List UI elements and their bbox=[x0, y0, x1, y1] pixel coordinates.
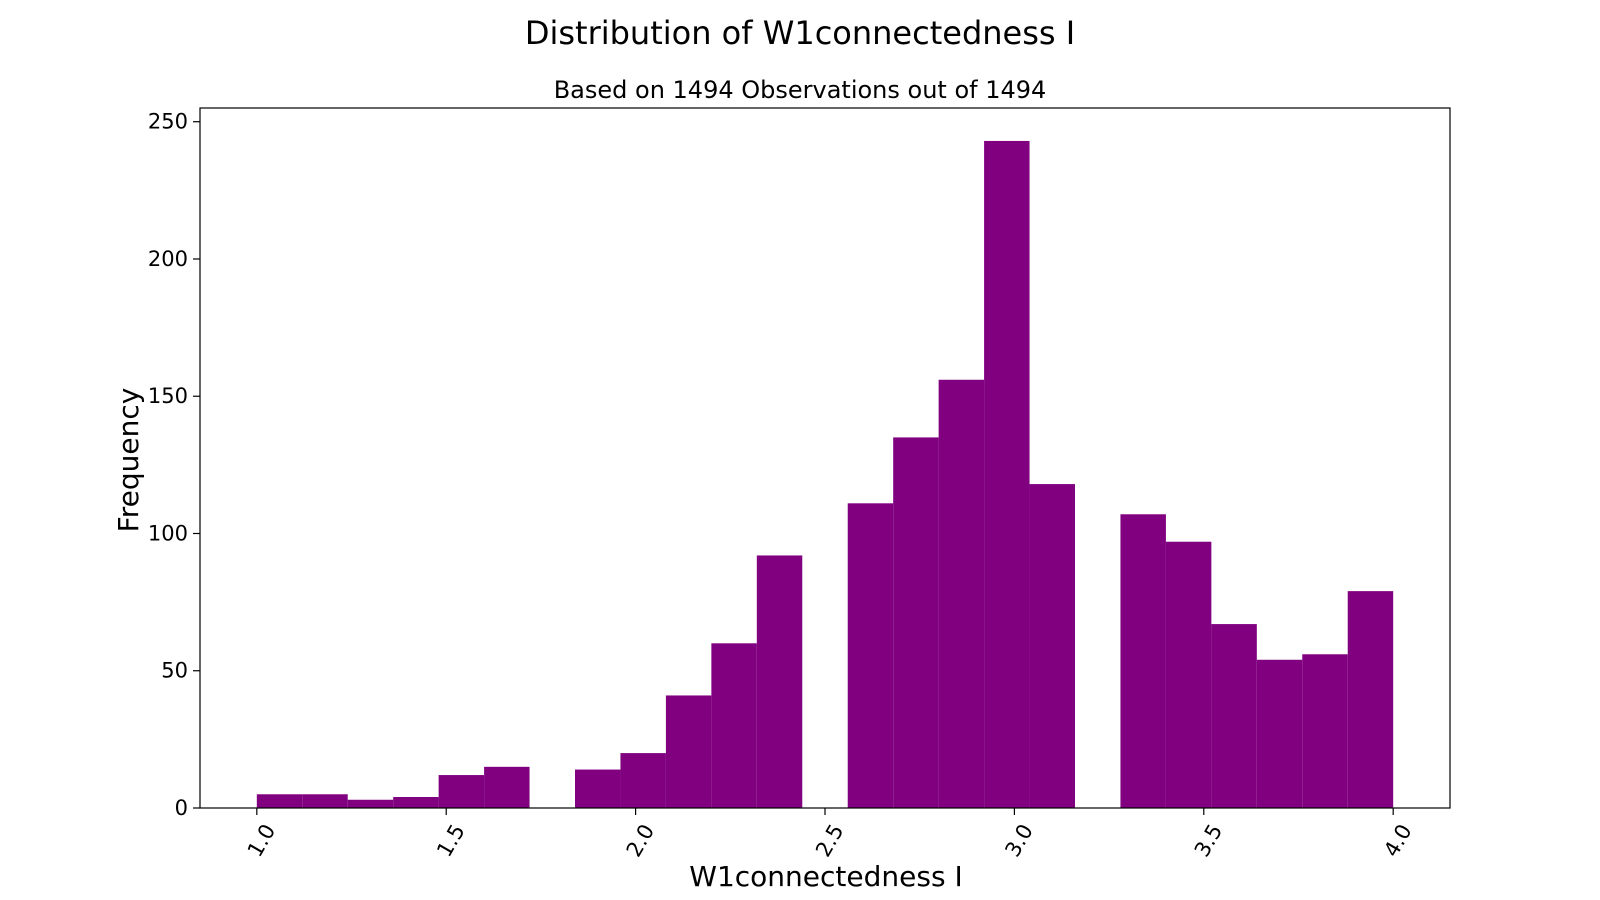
bars-group bbox=[256, 140, 1394, 809]
histogram-bar-15 bbox=[938, 379, 985, 808]
y-tick-label: 100 bbox=[148, 521, 188, 545]
histogram-bar-7 bbox=[575, 769, 621, 808]
chart-subtitle: Based on 1494 Observations out of 1494 bbox=[554, 76, 1047, 104]
y-axis-label: Frequency bbox=[112, 388, 145, 533]
y-tick-label: 200 bbox=[148, 247, 188, 271]
histogram-bar-4 bbox=[438, 775, 485, 808]
chart-title: Distribution of W1connectedness I bbox=[525, 14, 1075, 52]
x-axis: 1.0 1.5 2.0 2.5 3.0 3.5 4.0 bbox=[243, 808, 1417, 861]
y-tick-label: 50 bbox=[161, 659, 188, 683]
histogram-bar-9 bbox=[665, 695, 712, 808]
histogram-bar-2 bbox=[347, 799, 394, 808]
y-tick-label: 250 bbox=[148, 110, 188, 134]
histogram-bar-20 bbox=[1165, 541, 1212, 808]
x-tick-label: 1.0 bbox=[243, 820, 280, 861]
histogram-bar-1 bbox=[302, 794, 348, 808]
histogram-bar-22 bbox=[1256, 659, 1303, 808]
x-tick-label: 2.5 bbox=[811, 820, 848, 861]
x-tick-label: 3.5 bbox=[1190, 820, 1227, 861]
histogram-bar-0 bbox=[256, 794, 303, 808]
histogram-bar-16 bbox=[984, 140, 1030, 809]
x-tick-label: 2.0 bbox=[622, 820, 659, 861]
histogram-bar-21 bbox=[1211, 624, 1257, 808]
x-tick-label: 1.5 bbox=[432, 820, 469, 861]
histogram-bar-10 bbox=[711, 643, 757, 808]
y-tick-label: 0 bbox=[175, 796, 188, 820]
histogram-bar-17 bbox=[1029, 484, 1075, 808]
x-axis-label: W1connectedness I bbox=[689, 860, 962, 893]
y-tick-label: 150 bbox=[148, 384, 188, 408]
histogram-bar-13 bbox=[847, 503, 894, 808]
histogram-bar-14 bbox=[893, 437, 939, 808]
histogram-bar-24 bbox=[1347, 591, 1394, 808]
histogram-bar-3 bbox=[393, 797, 439, 808]
histogram-bar-23 bbox=[1302, 654, 1348, 808]
x-tick-label: 4.0 bbox=[1379, 820, 1416, 861]
y-axis: 0 50 100 150 200 250 bbox=[148, 110, 200, 820]
histogram-bar-11 bbox=[756, 555, 803, 808]
histogram-bar-5 bbox=[484, 766, 530, 808]
histogram-bar-8 bbox=[620, 753, 666, 808]
x-tick-label: 3.0 bbox=[1000, 820, 1037, 861]
histogram-bar-19 bbox=[1120, 514, 1166, 808]
